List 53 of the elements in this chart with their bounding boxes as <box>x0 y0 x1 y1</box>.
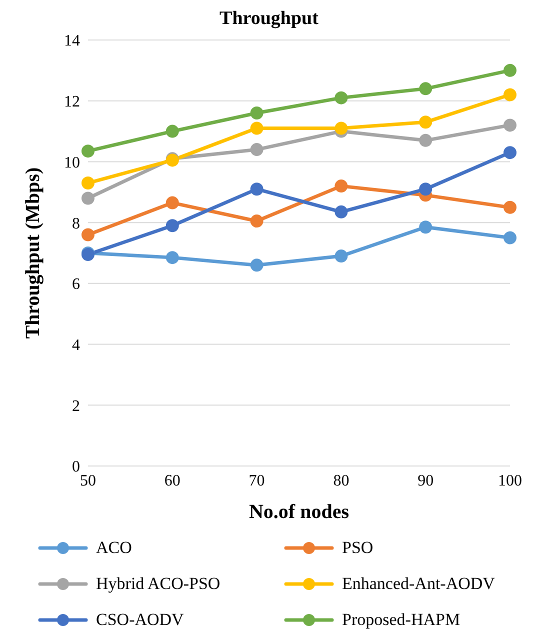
y-tick-label: 14 <box>64 32 80 50</box>
point <box>419 182 432 196</box>
y-tick-label: 2 <box>72 398 80 415</box>
y-tick-label: 0 <box>72 458 80 476</box>
y-tick-label: 12 <box>64 94 80 111</box>
point <box>250 258 264 272</box>
point <box>504 118 516 132</box>
point <box>334 91 348 104</box>
chart-title: Throughput <box>218 8 320 30</box>
point <box>504 146 516 160</box>
legend-label: Hybrid ACO-PSO <box>96 574 220 594</box>
y-tick-label: 10 <box>64 154 80 172</box>
legend-label: ACO <box>96 538 132 558</box>
point <box>334 250 348 263</box>
x-tick-label: 50 <box>80 472 96 490</box>
point <box>419 134 432 147</box>
point <box>250 182 264 196</box>
x-tick-label: 60 <box>164 472 180 490</box>
legend-label: PSO <box>342 538 374 558</box>
point <box>334 180 348 193</box>
legend-label: CSO-AODV <box>96 610 184 630</box>
x-tick-label: 90 <box>418 472 434 490</box>
point <box>504 88 516 102</box>
point <box>250 122 264 135</box>
point <box>334 205 348 218</box>
x-tick-label: 100 <box>498 472 522 490</box>
point <box>82 144 94 158</box>
legend-label: Proposed-HAPM <box>342 610 460 630</box>
point <box>419 116 432 129</box>
y-tick-label: 4 <box>72 336 80 354</box>
point <box>250 106 264 120</box>
y-tick-label: 6 <box>72 276 80 294</box>
legend-label: Enhanced-Ant-AODV <box>342 574 495 594</box>
x-axis-title: No.of nodes <box>248 501 350 523</box>
point <box>334 122 348 135</box>
x-tick-label: 80 <box>333 472 350 490</box>
y-axis-title: Throughput (Mbps) <box>22 167 44 339</box>
point <box>250 214 264 228</box>
point <box>504 231 516 244</box>
y-tick-label: 8 <box>72 215 80 232</box>
point <box>82 228 94 242</box>
point <box>419 220 432 234</box>
point <box>166 219 179 232</box>
point <box>250 143 264 156</box>
point <box>166 124 179 138</box>
x-tick-label: 70 <box>248 472 265 490</box>
point <box>419 82 432 96</box>
point <box>504 200 516 214</box>
point <box>166 196 179 210</box>
point <box>82 192 94 205</box>
point <box>504 64 516 77</box>
point <box>82 176 94 190</box>
point <box>166 251 179 264</box>
